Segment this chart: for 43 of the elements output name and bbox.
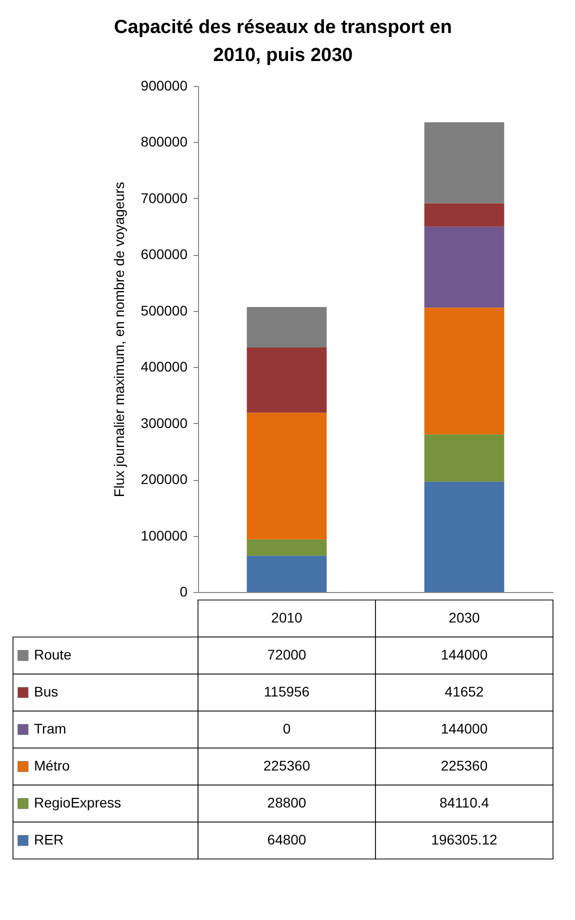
y-axis-title: Flux journalier maximum, en nombre de voyageurs <box>110 182 127 498</box>
y-tick-label: 0 <box>180 584 188 600</box>
data-label: 144000 <box>440 720 488 736</box>
y-tick-label: 100000 <box>140 527 188 544</box>
bar <box>424 482 504 592</box>
data-label: 144000 <box>440 646 488 662</box>
legend-label: Tram <box>34 720 66 736</box>
x-tick-label: 2030 <box>448 610 480 626</box>
data-label: 64800 <box>267 832 306 848</box>
bar <box>246 307 327 348</box>
y-tick-label: 600000 <box>140 246 188 262</box>
bar <box>424 203 504 227</box>
legend-label: RegioExpress <box>34 794 122 810</box>
data-label: 225360 <box>263 758 310 774</box>
legend-label: Bus <box>34 684 58 700</box>
y-tick-label: 700000 <box>140 190 188 206</box>
data-label: 41652 <box>444 684 484 700</box>
y-tick-label: 900000 <box>140 78 188 94</box>
chart-title: Capacité des réseaux de transport en 2010, puis 2030 <box>114 17 452 66</box>
data-label: 84110.4 <box>439 794 490 810</box>
bar <box>424 226 504 308</box>
y-tick-label: 800000 <box>140 134 188 150</box>
x-tick-label: 2010 <box>271 610 303 626</box>
bar <box>424 122 504 204</box>
data-label: 0 <box>282 720 291 736</box>
data-label: 115956 <box>264 684 310 700</box>
y-tick-label: 500000 <box>140 302 188 318</box>
bar <box>424 308 504 434</box>
y-tick-label: 200000 <box>140 471 188 488</box>
bar <box>424 434 504 482</box>
bar <box>246 556 327 592</box>
y-tick-label: 300000 <box>140 414 188 431</box>
bar <box>246 412 327 540</box>
data-label: 28800 <box>267 794 306 810</box>
legend-label: Route <box>34 646 72 662</box>
data-label: 196305.12 <box>431 832 498 848</box>
legend-label: RER <box>34 832 64 848</box>
data-label: 225360 <box>440 758 488 774</box>
bar <box>246 539 327 556</box>
legend-label: Métro <box>34 758 70 774</box>
y-tick-label: 400000 <box>140 358 188 375</box>
bar <box>246 347 327 413</box>
data-label: 72000 <box>267 646 306 662</box>
